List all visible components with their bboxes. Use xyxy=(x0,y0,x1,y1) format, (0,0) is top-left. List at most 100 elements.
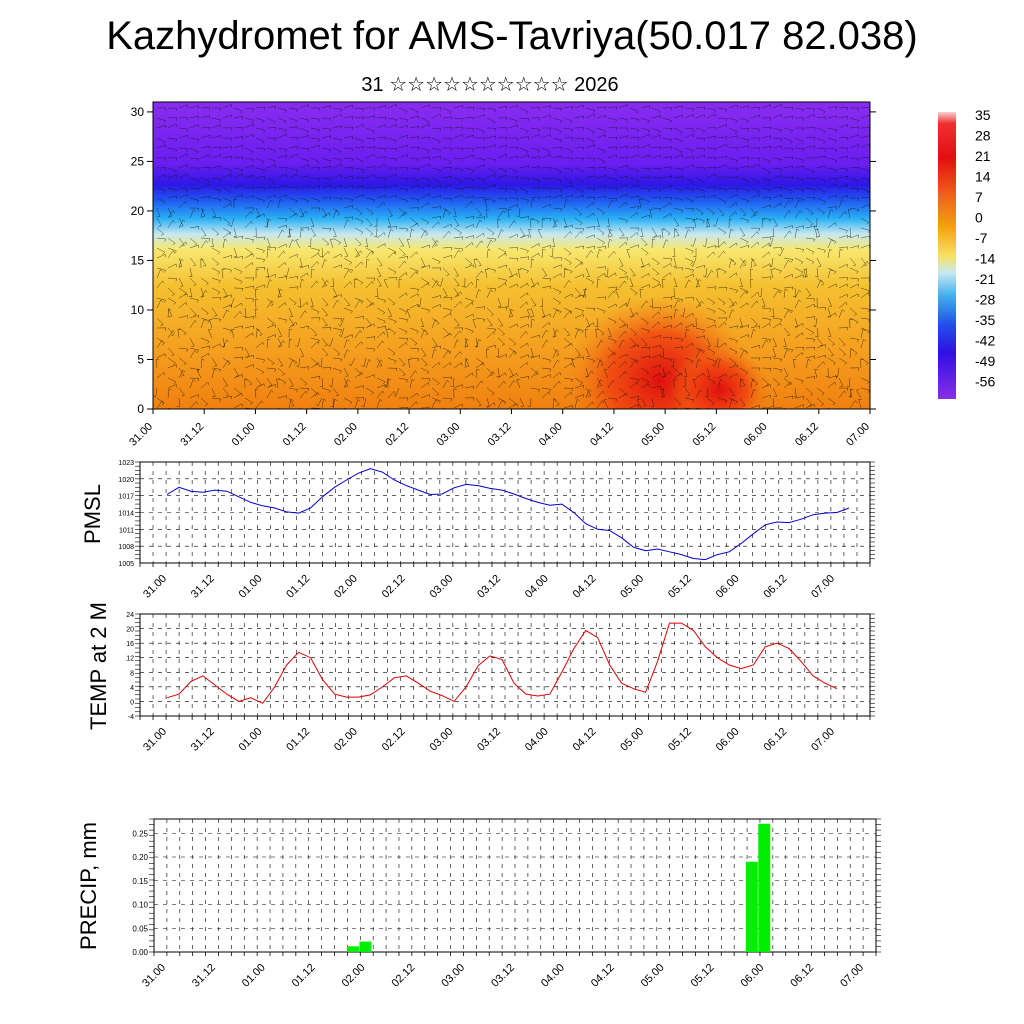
wind-barb xyxy=(409,347,419,350)
wind-barb xyxy=(409,293,418,299)
wind-barb xyxy=(728,364,738,369)
wind-barb xyxy=(332,387,339,396)
wind-barb xyxy=(167,250,174,259)
wind-barb-flag xyxy=(318,252,320,256)
wind-barb xyxy=(343,126,353,129)
wind-barb-flag xyxy=(168,388,172,391)
wind-barb xyxy=(343,116,353,119)
wind-barb xyxy=(310,375,320,379)
wind-barb xyxy=(563,357,573,359)
wind-barb xyxy=(431,127,441,130)
wind-barb-flag xyxy=(570,392,573,395)
wind-barb xyxy=(618,339,623,349)
wind-barb-flag xyxy=(576,399,580,402)
wind-barb-flag xyxy=(337,213,340,216)
wind-barb xyxy=(827,357,836,364)
wind-barb xyxy=(354,300,360,309)
wind-barb-flag xyxy=(186,148,189,152)
wind-barb xyxy=(794,267,804,273)
wind-barb-flag xyxy=(593,213,595,217)
wind-barb xyxy=(354,227,364,233)
wind-barb-flag xyxy=(527,118,530,122)
wind-barb xyxy=(838,195,848,199)
wind-barb xyxy=(772,367,782,371)
wind-barb xyxy=(541,166,551,169)
wind-barb-flag xyxy=(208,107,211,111)
wind-barb xyxy=(596,147,606,152)
wind-barb xyxy=(816,327,819,337)
wind-barb xyxy=(519,376,529,379)
wind-barb xyxy=(805,316,815,319)
wind-barb xyxy=(288,387,298,391)
wind-barb-flag xyxy=(411,228,415,231)
wind-barb xyxy=(693,379,697,389)
wind-barb xyxy=(750,259,753,269)
wind-barb xyxy=(354,330,361,339)
wind-barb-flag xyxy=(361,161,364,164)
wind-barb-flag xyxy=(648,263,650,267)
wind-barb-flag xyxy=(633,344,637,347)
wind-barb-flag xyxy=(616,137,618,141)
wind-barb xyxy=(332,299,338,309)
wind-barb-flag xyxy=(456,339,460,342)
wind-barb xyxy=(728,387,735,396)
wind-barb-flag xyxy=(216,233,219,236)
wind-barb-flag xyxy=(373,187,376,191)
wind-barb-flag xyxy=(306,302,309,306)
wind-barb xyxy=(266,194,276,199)
wind-barb-flag xyxy=(161,342,165,345)
wind-barb-flag xyxy=(182,219,186,223)
wind-barb xyxy=(662,137,672,141)
wind-barb-flag xyxy=(220,146,222,150)
wind-barb xyxy=(211,124,221,129)
wind-barb xyxy=(585,347,590,357)
colorbar-label: -14 xyxy=(975,251,995,267)
wind-barb xyxy=(310,252,319,259)
wind-barb xyxy=(783,257,793,260)
wind-barb xyxy=(717,250,724,259)
wind-barb-flag xyxy=(347,379,351,382)
wind-barb xyxy=(486,184,496,189)
wind-barb-flag xyxy=(702,130,705,134)
wind-barb-flag xyxy=(488,248,491,251)
wind-barb xyxy=(508,204,518,209)
wind-barb xyxy=(365,374,375,379)
wind-barb xyxy=(662,263,671,269)
wind-barb-flag xyxy=(305,210,308,214)
wind-barb-flag xyxy=(723,271,727,275)
wind-barb xyxy=(783,165,793,169)
wind-barb-flag xyxy=(461,148,464,152)
wind-barb-flag xyxy=(349,402,353,405)
wind-barb xyxy=(398,260,405,269)
wind-barb-flag xyxy=(625,201,628,205)
wind-barb-flag xyxy=(162,252,166,255)
wind-barb-flag xyxy=(577,354,581,357)
wind-barb xyxy=(607,239,610,249)
wind-barb-flag xyxy=(252,239,255,243)
wind-barb xyxy=(816,207,825,214)
wind-barb xyxy=(772,202,781,209)
wind-barb xyxy=(673,147,683,153)
wind-barb-flag xyxy=(604,273,606,277)
wind-barb-flag xyxy=(255,298,259,301)
wind-barb-flag xyxy=(505,188,508,192)
wind-barb-flag xyxy=(306,131,309,134)
wind-barb-flag xyxy=(595,326,599,328)
wind-barb-flag xyxy=(434,349,437,352)
wind-barb xyxy=(255,400,262,409)
wind-barb xyxy=(222,167,232,171)
wind-barb-flag xyxy=(263,267,266,271)
wind-barb xyxy=(453,403,463,409)
wind-barb-flag xyxy=(513,380,516,383)
wind-barb-flag xyxy=(450,333,452,337)
wind-barb-flag xyxy=(753,264,757,267)
wind-barb xyxy=(673,154,683,159)
wind-barb xyxy=(222,294,232,299)
wind-barb-flag xyxy=(195,151,199,155)
wind-barb xyxy=(651,397,655,407)
wind-barb xyxy=(354,194,364,199)
wind-barb-flag xyxy=(867,331,870,334)
wind-barb-flag xyxy=(330,327,332,331)
wind-barb-flag xyxy=(361,221,364,225)
wind-barb-flag xyxy=(703,167,706,171)
